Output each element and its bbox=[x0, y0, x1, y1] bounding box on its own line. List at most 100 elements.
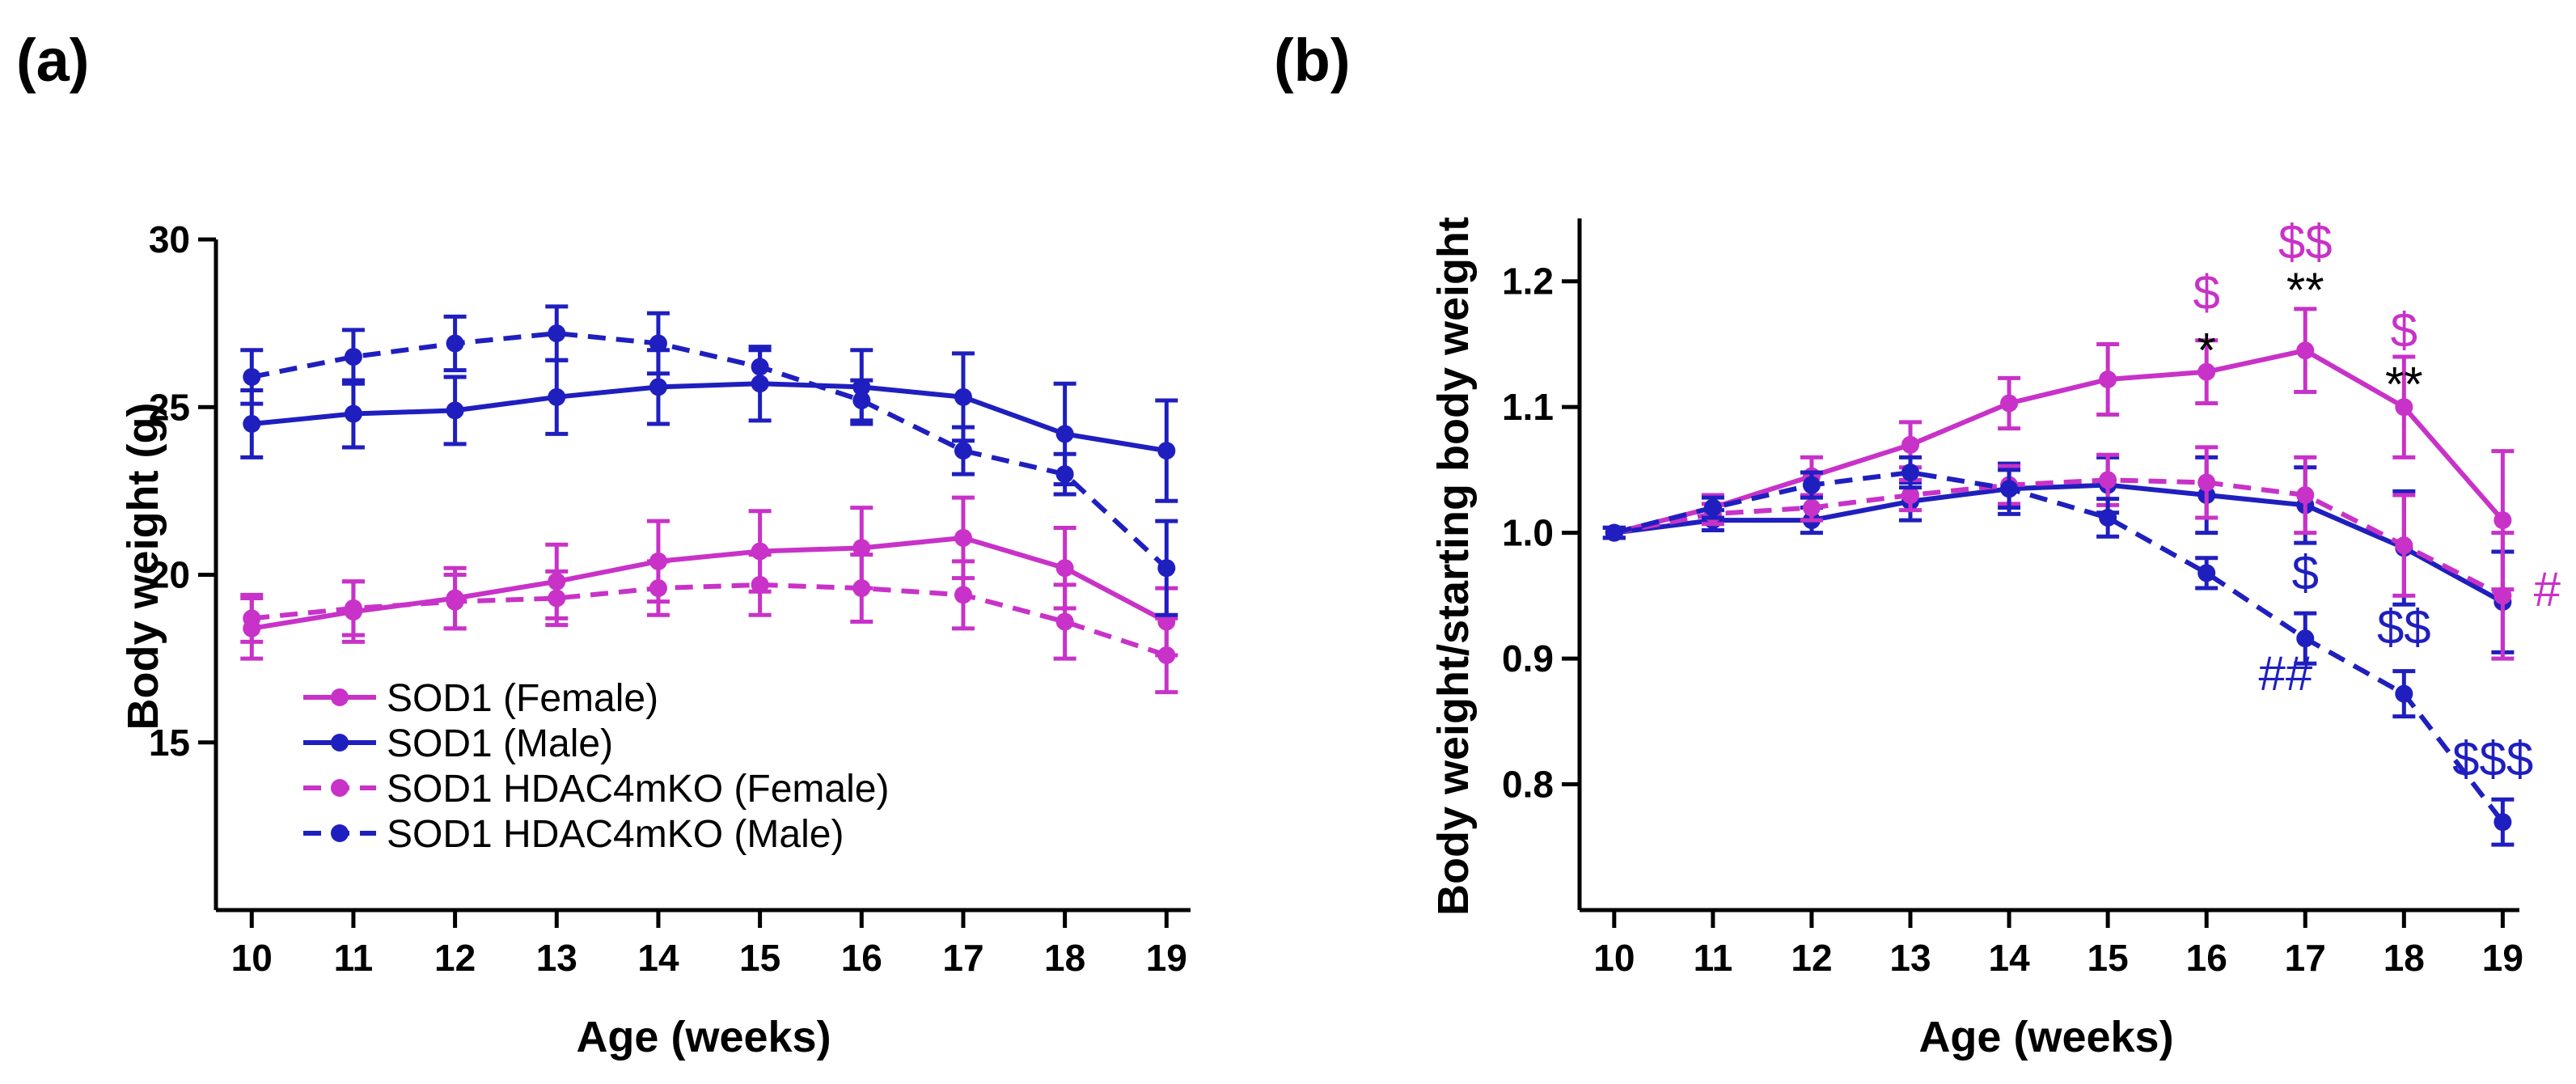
panel-b-series-line bbox=[1614, 482, 2504, 604]
legend-label: SOD1 (Female) bbox=[387, 677, 658, 720]
panel-b-data-point bbox=[2296, 629, 2315, 648]
panel-b-data-point bbox=[2099, 471, 2117, 489]
panel-b-data-point bbox=[2395, 398, 2413, 417]
panel-a-y-tick-label: 25 bbox=[149, 386, 190, 428]
panel-a-y-tick-label: 20 bbox=[149, 554, 190, 596]
panel-a-series-line bbox=[251, 582, 1168, 658]
panel-a-data-point bbox=[852, 539, 871, 557]
panel-b-x-tick-label: 14 bbox=[1988, 937, 2030, 979]
legend-marker bbox=[331, 824, 349, 842]
panel-a-data-point bbox=[1055, 559, 1074, 578]
panel-a-y-axis-label: Body weight (g) bbox=[119, 403, 167, 730]
significance-marker: $$ bbox=[2278, 215, 2333, 269]
panel-a-data-point bbox=[852, 579, 871, 598]
panel-a-data-point bbox=[446, 401, 464, 420]
significance-marker: # bbox=[2534, 562, 2561, 616]
legend-marker bbox=[331, 688, 349, 706]
panel-b-y-axis-label: Body weight/starting body weight bbox=[1429, 217, 1478, 916]
panel-b-data-point bbox=[1901, 486, 1920, 504]
panel-a: (a) 15 20 25 30 10 11 12 13 14 15 16 17 18 19 Age (w… bbox=[16, 27, 1191, 1061]
panel-a-x-tick-label: 17 bbox=[942, 937, 983, 979]
panel-a-data-point bbox=[1055, 465, 1074, 484]
panel-b-y-tick-label: 1.2 bbox=[1502, 260, 1554, 303]
panel-a-data-point bbox=[344, 599, 362, 617]
panel-b-x-tick-label: 18 bbox=[2384, 937, 2425, 979]
legend-marker bbox=[331, 779, 349, 797]
panel-a-data-point bbox=[243, 414, 261, 433]
panel-a-data-point bbox=[954, 586, 972, 604]
panel-a-legend: SOD1 (Female)SOD1 (Male)SOD1 HDAC4mKO (F… bbox=[303, 677, 889, 856]
panel-a-data-point bbox=[751, 575, 769, 594]
panel-b-data-point bbox=[2197, 362, 2216, 381]
panel-a-data-point bbox=[1055, 425, 1074, 443]
panel-b-y-tick-label: 0.9 bbox=[1502, 637, 1554, 680]
legend-label: SOD1 HDAC4mKO (Male) bbox=[387, 813, 844, 856]
panel-a-x-tick-label: 19 bbox=[1146, 937, 1187, 979]
panel-a-data-point bbox=[954, 387, 972, 406]
panel-a-x-tick-label: 16 bbox=[841, 937, 882, 979]
panel-a-data-point bbox=[1055, 612, 1074, 631]
panel-a-data-point bbox=[954, 528, 972, 547]
panel-a-data-point bbox=[649, 378, 667, 396]
panel-a-data-point bbox=[548, 387, 566, 406]
panel-b-data-point bbox=[2197, 473, 2216, 492]
panel-a-series-line bbox=[251, 331, 1169, 570]
significance-marker: $ bbox=[2292, 546, 2319, 600]
panel-a-data-point bbox=[446, 592, 464, 611]
significance-marker: $$ bbox=[2377, 599, 2431, 654]
panel-a-y-tick-label: 30 bbox=[149, 218, 190, 260]
panel-b-data-point bbox=[1901, 464, 1920, 482]
significance-marker: ## bbox=[2258, 646, 2312, 701]
panel-a-label: (a) bbox=[16, 27, 89, 94]
panel-b-data-point bbox=[1802, 476, 1821, 494]
panel-b-x-tick-label: 19 bbox=[2482, 937, 2523, 979]
panel-a-x-axis-label: Age (weeks) bbox=[576, 1013, 831, 1061]
panel-a-y-tick-label: 15 bbox=[149, 722, 190, 764]
panel-b-series-sod1-female bbox=[1602, 307, 2515, 592]
panel-b-data-point bbox=[2395, 536, 2413, 555]
panel-b: (b) 0.8 0.9 1.0 1.1 1.2 10 11 12 13 14 15 16 17 18 19… bbox=[1274, 27, 2561, 1061]
panel-a-data-point bbox=[852, 391, 871, 409]
panel-b-series-line bbox=[1614, 477, 2504, 599]
panel-b-data-point bbox=[2000, 480, 2019, 498]
panel-b-series-sod1-hdac4mko-male bbox=[1602, 455, 2515, 847]
panel-a-data-point bbox=[243, 609, 261, 628]
panel-a-data-point bbox=[649, 579, 667, 598]
panel-a-x-tick-label: 14 bbox=[637, 937, 679, 979]
significance-marker: $ bbox=[2391, 303, 2417, 358]
panel-a-data-point bbox=[548, 324, 566, 343]
panel-b-x-axis-label: Age (weeks) bbox=[1918, 1013, 2173, 1061]
panel-b-label: (b) bbox=[1274, 27, 1351, 94]
panel-b-x-tick-label: 10 bbox=[1593, 937, 1635, 979]
panel-b-y-tick-label: 0.8 bbox=[1502, 764, 1554, 806]
panel-a-data-point bbox=[1157, 442, 1176, 460]
panel-b-x-tick-label: 13 bbox=[1889, 937, 1931, 979]
panel-a-data-point bbox=[751, 358, 769, 376]
panel-a-data-point bbox=[1157, 646, 1176, 664]
panel-a-series-sod1-hdac4mko-male bbox=[240, 304, 1178, 617]
panel-a-series-line bbox=[251, 381, 1167, 454]
panel-b-data-point bbox=[2395, 684, 2413, 703]
panel-a-data-point bbox=[649, 334, 667, 353]
panel-a-x-tick-label: 11 bbox=[334, 937, 374, 979]
panel-a-series-line bbox=[251, 535, 1168, 631]
panel-b-data-point bbox=[1802, 498, 1821, 517]
significance-marker: $ bbox=[2193, 265, 2220, 320]
panel-b-data-point bbox=[1605, 523, 1623, 542]
panel-a-data-point bbox=[344, 348, 362, 366]
panel-b-series-line bbox=[1614, 348, 2505, 536]
panel-b-data-point bbox=[1901, 435, 1920, 454]
panel-a-data-point bbox=[548, 589, 566, 608]
panel-a-data-point bbox=[446, 334, 464, 353]
significance-star: ** bbox=[2286, 263, 2324, 317]
significance-marker: $$$ bbox=[2452, 732, 2533, 786]
panel-a-x-tick-label: 13 bbox=[536, 937, 577, 979]
panel-a-x-tick-label: 10 bbox=[231, 937, 273, 979]
significance-star: * bbox=[2197, 323, 2216, 377]
panel-b-data-point bbox=[2296, 341, 2315, 360]
panel-a-x-tick-label: 18 bbox=[1044, 937, 1085, 979]
panel-a-series-sod1-female bbox=[240, 495, 1178, 661]
panel-b-data-point bbox=[2099, 508, 2117, 527]
legend-label: SOD1 HDAC4mKO (Female) bbox=[387, 768, 889, 811]
